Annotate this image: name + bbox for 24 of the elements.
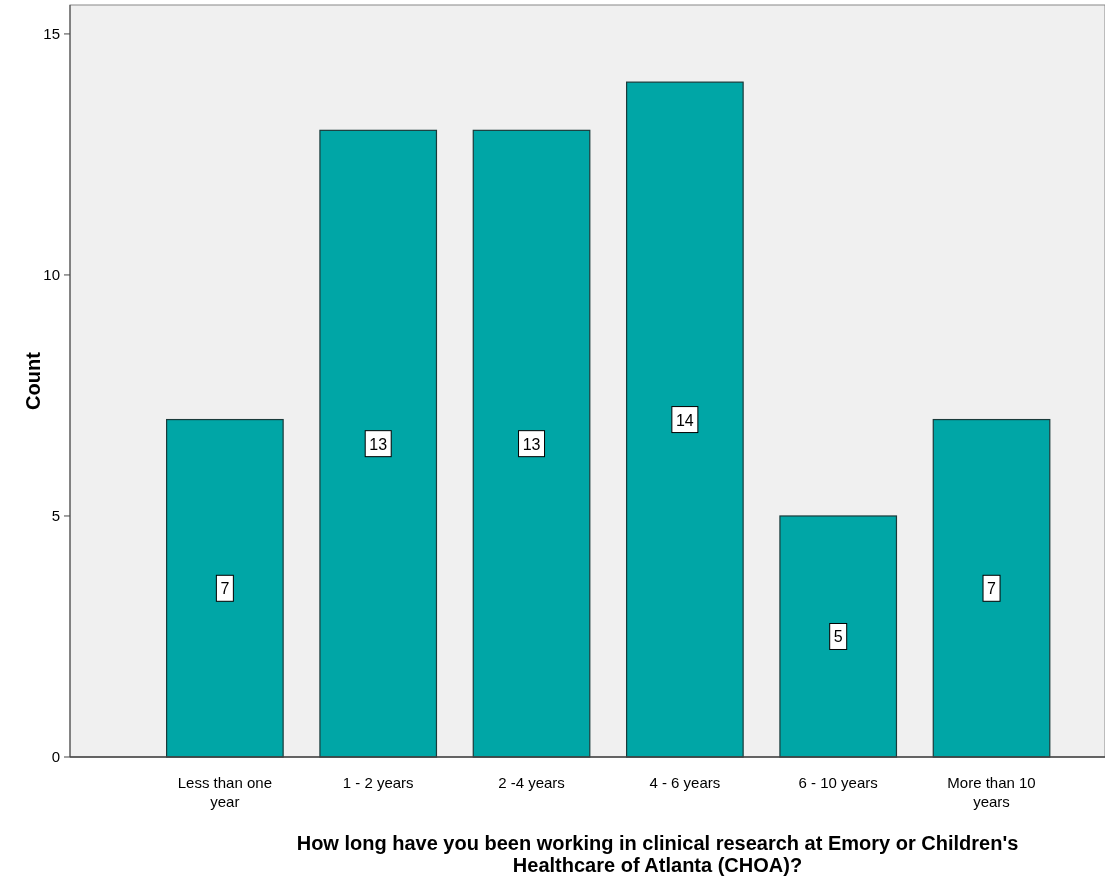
bar	[932, 418, 1051, 758]
bar	[166, 418, 284, 758]
y-tick-label: 5	[51, 506, 60, 524]
bar	[319, 129, 438, 758]
x-tick-label: 4 - 6 years	[649, 774, 721, 791]
data-label: 13	[522, 435, 541, 453]
data-label: 5	[833, 628, 843, 646]
y-axis-title: Count	[22, 351, 44, 410]
bar	[472, 129, 591, 758]
x-tick-label: 1 - 2 years	[342, 774, 414, 791]
data-label: 7	[220, 580, 230, 598]
x-tick-label: 6 - 10 years	[798, 774, 878, 791]
bar	[626, 81, 744, 758]
x-tick-label: Less than one year	[177, 774, 272, 810]
x-tick-label: More than 10 years	[947, 774, 1036, 810]
bar	[779, 515, 898, 758]
x-tick-label: 2 -4 years	[498, 774, 565, 791]
y-tick-label: 0	[51, 748, 60, 765]
data-label: 7	[987, 580, 997, 598]
data-label: 13	[369, 435, 388, 453]
data-label: 14	[675, 411, 694, 429]
y-tick-label: 10	[43, 265, 60, 283]
x-axis-title: How long have you been working in clinical research at Emory or Children's Healthcare of Atlanta (CHOA)?	[296, 832, 1019, 876]
y-tick-label: 15	[43, 24, 60, 42]
